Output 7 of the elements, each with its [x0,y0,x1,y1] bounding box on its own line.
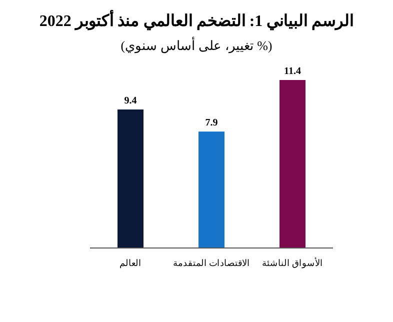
data-label: 11.4 [284,66,301,77]
subtitle: (% تغيير، على أساس سنوي) [120,38,272,53]
x-tick-label: العالم [120,258,142,268]
data-label: 9.4 [124,95,137,106]
x-tick-label: الأسواق الناشئة [262,258,324,268]
x-tick-label: الاقتصادات المتقدمة [172,258,250,268]
data-label: 7.9 [205,118,218,129]
